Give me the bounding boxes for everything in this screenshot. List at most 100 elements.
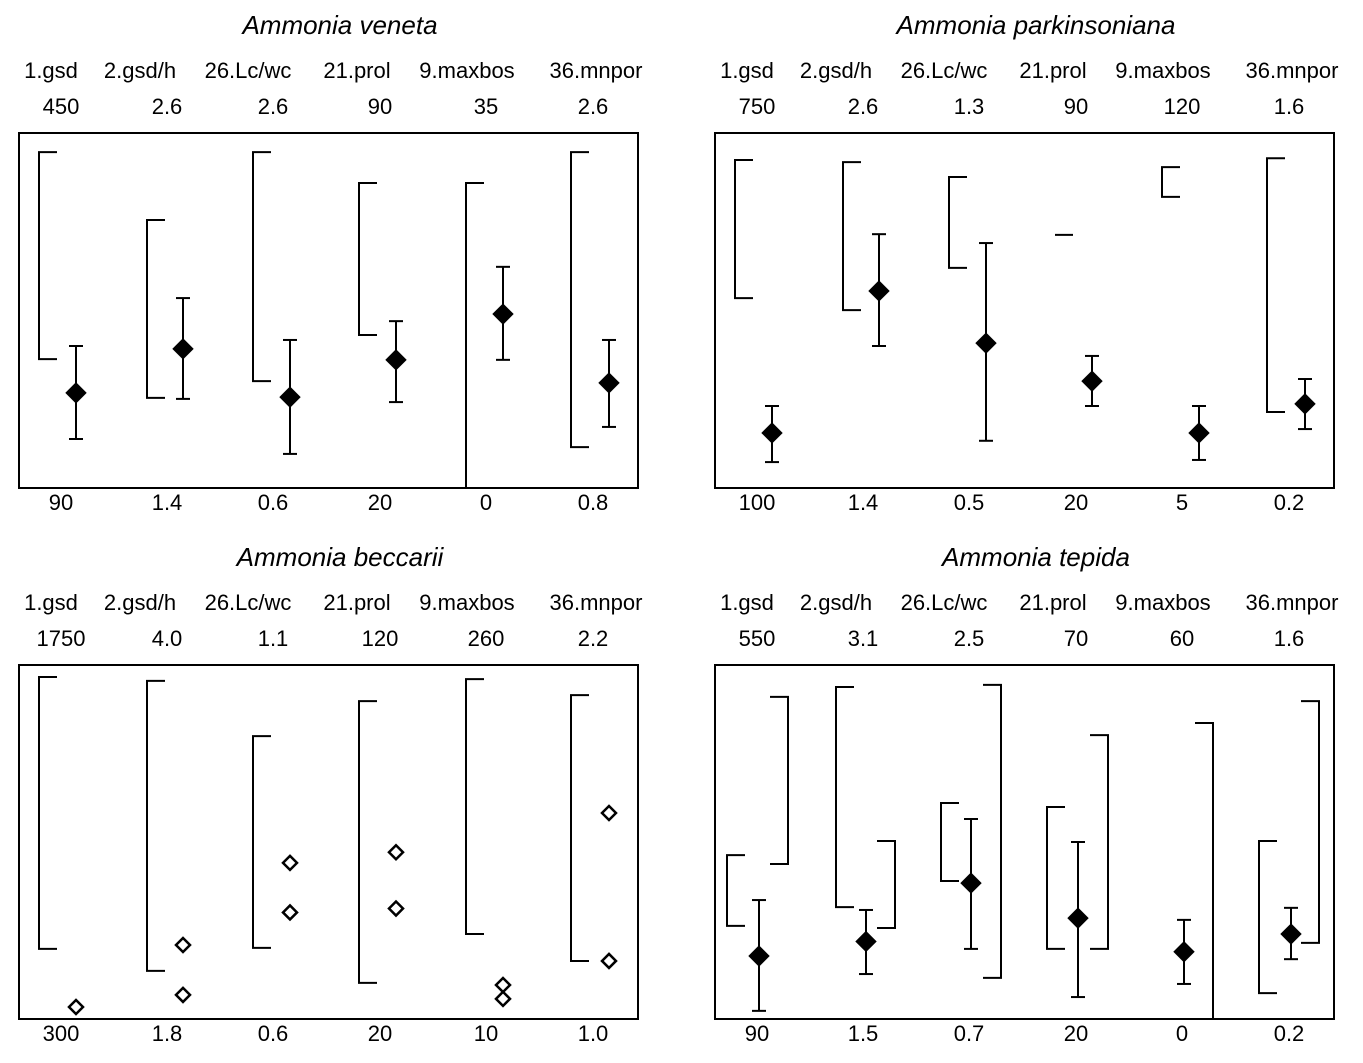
range-bracket [252,735,271,949]
range-bracket [877,839,896,930]
data-point [492,303,514,325]
range-bracket [1258,839,1277,995]
data-point [761,422,783,444]
min-value-label: 0 [1175,1021,1189,1046]
max-value-label: 1.3 [953,94,985,119]
max-value-label: 120 [1163,94,1201,119]
min-value-label: 300 [42,1021,80,1046]
variable-label: 9.maxbos [1115,58,1211,83]
variable-labels: 1.gsd 2.gsd/h 26.Lc/wc 21.prol 9.maxbos 36.mn… [0,58,680,88]
min-value-label: 0 [479,490,493,515]
min-value-label: 20 [1063,1021,1089,1046]
variable-label: 26.Lc/wc [900,58,988,83]
min-value-label: 1.4 [151,490,183,515]
max-value-label: 550 [738,626,776,651]
min-value-label: 20 [367,490,393,515]
max-value-label: 1750 [36,626,86,651]
panel-title: Ammonia beccarii [236,542,444,572]
min-value-label: 0.5 [953,490,985,515]
max-value-label: 2.6 [577,94,609,119]
variable-label: 26.Lc/wc [900,590,988,615]
max-value-label: 2.6 [257,94,289,119]
panel-title: Ammonia veneta [242,10,438,40]
variable-label: 2.gsd/h [799,58,873,83]
min-value-label: 20 [367,1021,393,1046]
range-bracket [146,679,165,972]
plot-area [714,132,1335,489]
max-value-label: 1.1 [257,626,289,651]
variable-label: 26.Lc/wc [204,590,292,615]
plot-frame [714,664,1335,1020]
variable-label: 36.mnpor [549,590,643,615]
min-value-labels: 90 1.5 0.7 20 0 0.2 [696,1021,1363,1051]
min-value-label: 10 [473,1021,499,1046]
data-point [174,936,192,954]
data-point [748,945,770,967]
max-value-label: 4.0 [151,626,183,651]
data-point [868,280,890,302]
data-point [1173,941,1195,963]
range-bracket [1090,734,1109,950]
min-value-label: 0.6 [257,490,289,515]
range-bracket [1195,722,1214,1019]
data-point [67,998,85,1016]
min-value-label: 0.7 [953,1021,985,1046]
max-value-label: 2.6 [151,94,183,119]
data-point [1067,907,1089,929]
data-point [387,843,405,862]
plot-frame [18,664,639,1020]
variable-label: 2.gsd/h [103,590,177,615]
min-value-label: 1.4 [847,490,879,515]
data-point [65,382,87,404]
range-bracket [1161,166,1180,198]
data-point [494,990,512,1008]
max-value-label: 2.2 [577,626,609,651]
panel-ammonia-veneta: Ammonia veneta 1.gsd 2.gsd/h 26.Lc/wc 21.pro… [0,0,680,530]
max-value-labels: 1750 4.0 1.1 120 260 2.2 [0,626,680,656]
max-value-label: 750 [738,94,776,119]
variable-label: 36.mnpor [1245,590,1339,615]
plot-frame [714,132,1335,489]
variable-label: 9.maxbos [419,58,515,83]
variable-labels: 1.gsd 2.gsd/h 26.Lc/wc 21.prol 9.maxbos 36.mn… [0,590,680,620]
range-bracket [465,678,484,936]
panel-title: Ammonia tepida [942,542,1130,572]
data-point [975,332,997,354]
data-point [279,386,301,408]
min-value-label: 0.6 [257,1021,289,1046]
range-bracket [835,685,854,909]
variable-labels: 1.gsd 2.gsd/h 26.Lc/wc 21.prol 9.maxbos 36.mn… [696,590,1363,620]
min-value-label: 0.8 [577,490,609,515]
range-bracket [983,683,1002,979]
min-value-label: 1.8 [151,1021,183,1046]
min-value-label: 20 [1063,490,1089,515]
data-point [1081,370,1103,392]
range-bracket [770,695,789,865]
panel-ammonia-parkinsoniana: Ammonia parkinsoniana 1.gsd 2.gsd/h 26.Lc/w… [696,0,1363,530]
data-point [385,349,407,371]
plot-area [18,132,639,489]
range-bracket [358,700,377,984]
range-bracket [38,151,57,361]
data-point [281,854,299,872]
max-value-labels: 550 3.1 2.5 70 60 1.6 [696,626,1363,656]
max-value-label: 90 [367,94,393,119]
min-value-label: 1.0 [577,1021,609,1046]
max-value-label: 260 [467,626,505,651]
variable-label: 21.prol [1019,58,1087,83]
data-point [855,930,877,953]
max-value-label: 120 [361,626,399,651]
data-point [387,899,405,918]
data-point [1188,422,1210,444]
data-point [172,338,194,360]
min-value-label: 1.5 [847,1021,879,1046]
variable-label: 2.gsd/h [103,58,177,83]
data-point [960,872,982,894]
max-value-label: 2.6 [847,94,879,119]
range-bracket [38,676,57,950]
variable-label: 9.maxbos [1115,590,1211,615]
range-bracket [570,151,589,449]
variable-label: 26.Lc/wc [204,58,292,83]
range-bracket [570,694,589,962]
min-value-label: 5 [1175,490,1189,515]
